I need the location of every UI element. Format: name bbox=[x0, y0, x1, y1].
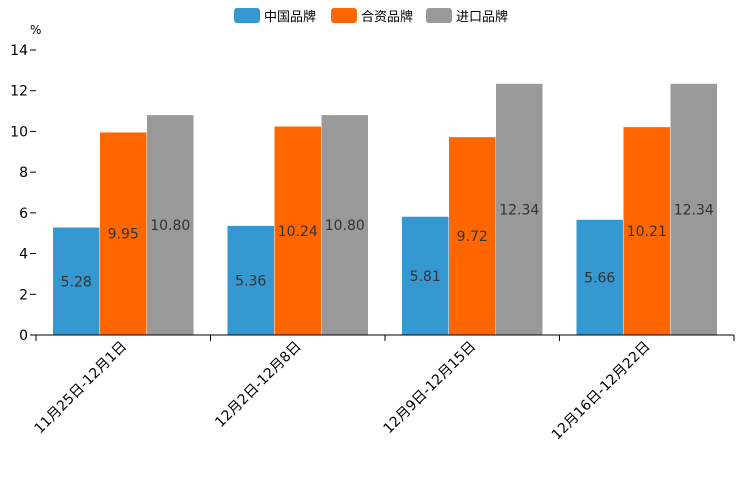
data-label: 5.36 bbox=[235, 273, 266, 289]
legend-label-2: 进口品牌 bbox=[456, 9, 508, 25]
legend-label-0: 中国品牌 bbox=[264, 9, 316, 25]
bar-series-2-cat-1 bbox=[321, 115, 368, 336]
x-tick-label: 12月2日-12月8日 bbox=[212, 339, 304, 431]
data-label: 10.21 bbox=[627, 224, 667, 240]
data-label: 9.95 bbox=[108, 227, 139, 243]
y-tick-label: 0 bbox=[19, 328, 28, 344]
data-label: 5.81 bbox=[410, 269, 441, 285]
data-label: 12.34 bbox=[674, 202, 714, 218]
x-axis-ticks: 11月25日-12月1日 12月2日-12月8日 12月9日-12月15日 12月16… bbox=[32, 335, 735, 444]
bar-series-2-cat-0 bbox=[147, 115, 194, 336]
bar-series-2-cat-2 bbox=[496, 83, 543, 336]
legend: 中国品牌 合资品牌 进口品牌 bbox=[234, 8, 508, 25]
y-tick-label: 4 bbox=[19, 247, 28, 263]
data-label: 9.72 bbox=[457, 229, 488, 245]
bar-series-0-cat-0 bbox=[53, 227, 100, 335]
bar-series-0-cat-1 bbox=[227, 225, 274, 335]
bar-series-0-cat-2 bbox=[402, 216, 449, 335]
data-label: 12.34 bbox=[499, 202, 539, 218]
data-label: 10.24 bbox=[278, 224, 318, 240]
y-axis-ticks: 0 2 4 6 8 10 12 14 bbox=[10, 43, 36, 344]
legend-label-1: 合资品牌 bbox=[361, 9, 413, 25]
bar-series-2-cat-3 bbox=[670, 83, 717, 336]
data-label: 5.66 bbox=[584, 270, 615, 286]
y-tick-label: 14 bbox=[10, 43, 28, 59]
bar-series-0-cat-3 bbox=[576, 219, 623, 335]
bar-series-1-cat-2 bbox=[449, 137, 496, 335]
y-tick-label: 12 bbox=[10, 84, 28, 100]
data-label: 10.80 bbox=[325, 218, 365, 234]
x-tick-label: 12月9日-12月15日 bbox=[381, 339, 480, 438]
y-axis-unit-label: % bbox=[30, 23, 41, 37]
legend-swatch-2 bbox=[426, 8, 452, 23]
legend-swatch-0 bbox=[234, 8, 260, 23]
data-labels: 5.28 5.36 5.81 5.66 9.95 10.24 9.72 10.21 10.80 1… bbox=[61, 202, 714, 290]
legend-swatch-1 bbox=[331, 8, 357, 23]
x-tick-label: 12月16日-12月22日 bbox=[549, 339, 654, 444]
y-tick-label: 10 bbox=[10, 124, 28, 140]
bar-series-1-cat-1 bbox=[274, 126, 321, 336]
bar-series-1-cat-3 bbox=[623, 127, 670, 336]
y-tick-label: 6 bbox=[19, 206, 28, 222]
bar-group bbox=[53, 83, 717, 336]
bar-series-1-cat-0 bbox=[100, 132, 147, 335]
data-label: 5.28 bbox=[61, 274, 92, 290]
y-tick-label: 8 bbox=[19, 165, 28, 181]
y-tick-label: 2 bbox=[19, 287, 28, 303]
x-tick-label: 11月25日-12月1日 bbox=[32, 339, 131, 438]
data-label: 10.80 bbox=[150, 218, 190, 234]
